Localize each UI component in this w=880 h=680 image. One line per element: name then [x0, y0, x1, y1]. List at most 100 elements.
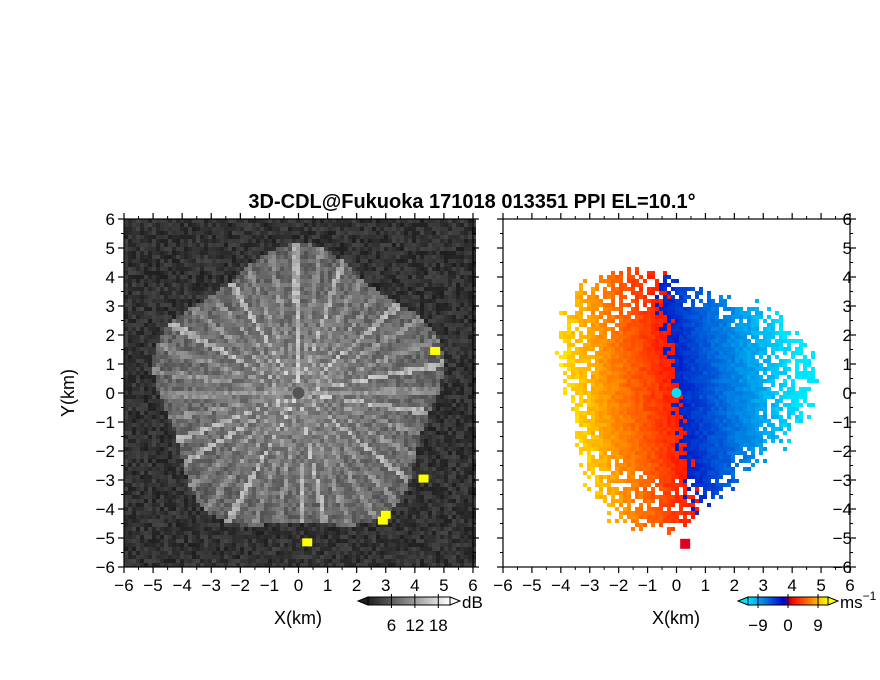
intensity-cell: [252, 267, 256, 271]
intensity-cell: [220, 411, 224, 415]
intensity-cell: [248, 435, 252, 439]
intensity-cell: [388, 283, 392, 287]
intensity-cell: [152, 235, 156, 239]
intensity-cell: [192, 415, 196, 419]
intensity-cell: [320, 323, 324, 327]
intensity-cell: [404, 423, 408, 427]
intensity-cell: [428, 319, 432, 323]
intensity-cell: [296, 427, 300, 431]
intensity-cell: [428, 259, 432, 263]
intensity-cell: [296, 315, 300, 319]
intensity-cell: [312, 375, 316, 379]
intensity-cell: [264, 383, 268, 387]
intensity-cell: [360, 271, 364, 275]
intensity-cell: [312, 411, 316, 415]
intensity-cell: [328, 375, 332, 379]
intensity-cell: [448, 391, 452, 395]
intensity-cell: [344, 231, 348, 235]
intensity-cell: [220, 439, 224, 443]
intensity-cell: [456, 391, 460, 395]
intensity-cell: [256, 315, 260, 319]
intensity-cell: [460, 307, 464, 311]
intensity-cell: [324, 315, 328, 319]
intensity-cell: [372, 423, 376, 427]
intensity-cell: [360, 367, 364, 371]
intensity-cell: [236, 283, 240, 287]
intensity-cell: [304, 227, 308, 231]
intensity-cell: [216, 307, 220, 311]
intensity-cell: [228, 327, 232, 331]
intensity-cell: [136, 323, 140, 327]
intensity-cell: [192, 251, 196, 255]
intensity-cell: [144, 331, 148, 335]
intensity-cell: [176, 227, 180, 231]
intensity-cell: [192, 351, 196, 355]
intensity-cell: [348, 247, 352, 251]
intensity-cell: [304, 375, 308, 379]
intensity-cell: [404, 299, 408, 303]
intensity-cell: [228, 343, 232, 347]
intensity-cell: [232, 399, 236, 403]
intensity-cell: [284, 343, 288, 347]
intensity-cell: [348, 319, 352, 323]
intensity-cell: [208, 435, 212, 439]
intensity-cell: [380, 443, 384, 447]
intensity-cell: [220, 419, 224, 423]
intensity-cell: [244, 383, 248, 387]
intensity-cell: [172, 383, 176, 387]
intensity-cell: [188, 339, 192, 343]
intensity-cell: [180, 371, 184, 375]
intensity-cell: [196, 291, 200, 295]
intensity-cell: [180, 343, 184, 347]
intensity-cell: [372, 319, 376, 323]
intensity-cell: [180, 263, 184, 267]
intensity-cell: [312, 443, 316, 447]
intensity-cell: [304, 287, 308, 291]
intensity-cell: [144, 319, 148, 323]
intensity-cell: [180, 283, 184, 287]
intensity-cell: [144, 423, 148, 427]
intensity-cell: [132, 311, 136, 315]
intensity-cell: [364, 255, 368, 259]
intensity-cell: [168, 255, 172, 259]
intensity-cell: [384, 387, 388, 391]
intensity-cell: [176, 443, 180, 447]
intensity-cell: [164, 311, 168, 315]
intensity-cell: [224, 259, 228, 263]
intensity-cell: [380, 323, 384, 327]
intensity-cell: [352, 239, 356, 243]
intensity-cell: [416, 315, 420, 319]
intensity-cell: [300, 287, 304, 291]
intensity-cell: [472, 255, 476, 259]
intensity-cell: [140, 419, 144, 423]
intensity-cell: [432, 319, 436, 323]
intensity-cell: [392, 367, 396, 371]
intensity-cell: [152, 343, 156, 347]
intensity-cell: [268, 439, 272, 443]
intensity-cell: [124, 311, 128, 315]
intensity-cell: [300, 407, 304, 411]
intensity-cell: [156, 219, 160, 223]
intensity-cell: [288, 431, 292, 435]
intensity-cell: [448, 403, 452, 407]
intensity-cell: [304, 239, 308, 243]
intensity-cell: [308, 339, 312, 343]
intensity-cell: [284, 391, 288, 395]
intensity-cell: [356, 423, 360, 427]
intensity-cell: [340, 247, 344, 251]
intensity-cell: [464, 407, 468, 411]
intensity-cell: [288, 435, 292, 439]
intensity-cell: [396, 251, 400, 255]
intensity-cell: [404, 355, 408, 359]
intensity-cell: [160, 443, 164, 447]
intensity-cell: [360, 371, 364, 375]
intensity-cell: [180, 323, 184, 327]
intensity-cell: [308, 387, 312, 391]
intensity-cell: [128, 283, 132, 287]
intensity-cell: [440, 311, 444, 315]
intensity-cell: [348, 407, 352, 411]
intensity-cell: [436, 227, 440, 231]
intensity-cell: [416, 327, 420, 331]
intensity-cell: [308, 287, 312, 291]
intensity-cell: [424, 399, 428, 403]
